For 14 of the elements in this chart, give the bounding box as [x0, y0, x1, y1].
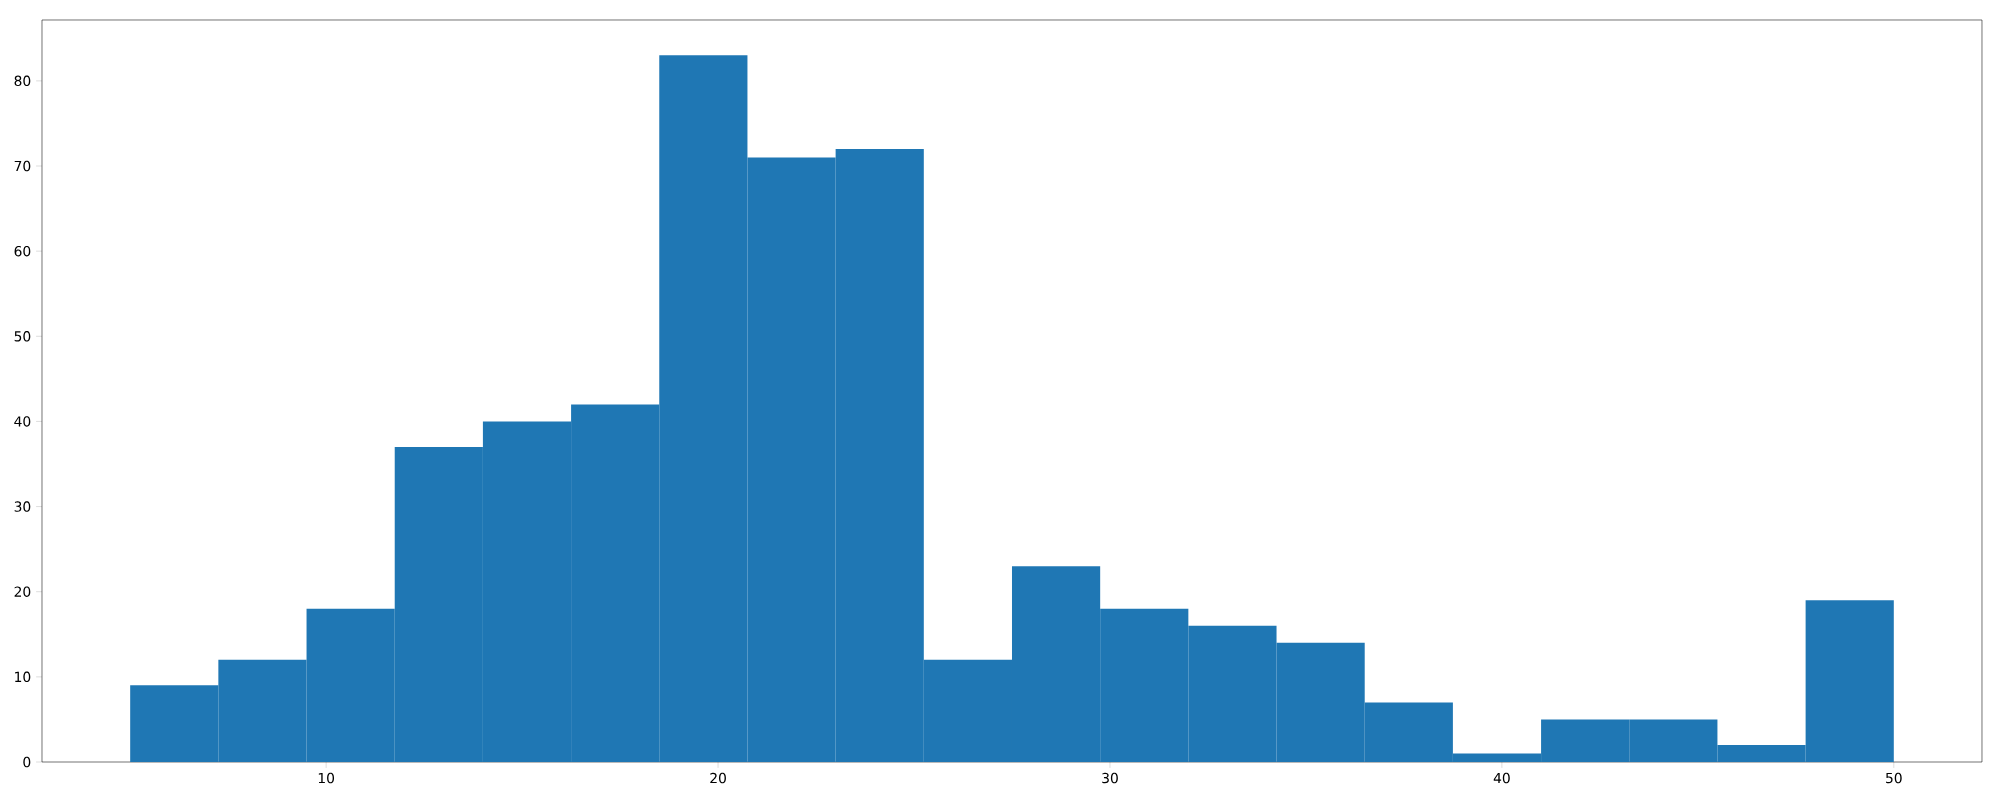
x-tick-label: 30 [1102, 772, 1118, 784]
y-tick-label: 40 [14, 416, 31, 427]
y-tick-label: 80 [14, 75, 31, 87]
x-tick-label: 10 [318, 772, 335, 784]
x-tick-label: 50 [1886, 772, 1902, 784]
y-tick-label: 60 [14, 245, 31, 257]
x-tick-label: 20 [710, 772, 726, 784]
y-tick-label: 50 [14, 331, 31, 342]
y-tick-label: 70 [14, 160, 31, 172]
x-tick-label: 40 [1493, 772, 1510, 784]
y-tick-label: 10 [15, 671, 31, 683]
y-tick-label: 20 [14, 586, 31, 597]
y-tick-label: 30 [14, 501, 31, 512]
y-tick-label: 0 [23, 756, 31, 768]
